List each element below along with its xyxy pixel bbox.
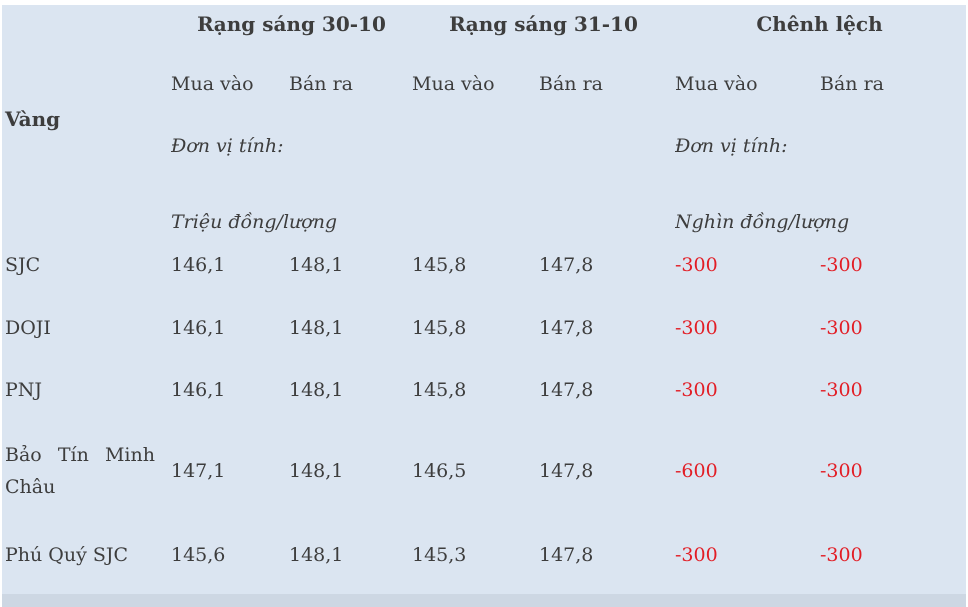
column-group-header-morning-31-10: Rạng sáng 31-10 (449, 12, 638, 36)
brand-name: PNJ (5, 379, 43, 401)
brand-name: SJC (5, 254, 41, 276)
buy-price-30-10: 147,1 (171, 460, 226, 482)
brand-name: Phú Quý SJC (5, 544, 129, 566)
buy-price-31-10: 146,5 (412, 460, 467, 482)
buy-price-30-10: 145,6 (171, 544, 226, 566)
unit-note-value-right: Nghìn đồng/lượng (675, 211, 850, 233)
change-buy: -300 (675, 544, 718, 566)
change-sell: -300 (820, 254, 863, 276)
next-row-divider-strip (2, 594, 966, 607)
change-sell: -300 (820, 379, 863, 401)
sell-price-30-10: 148,1 (289, 460, 344, 482)
change-buy: -600 (675, 460, 718, 482)
table-row: Bảo Tín Minh Châu 147,1 148,1 146,5 147,… (2, 421, 964, 521)
change-sell: -300 (820, 317, 863, 339)
sell-price-30-10: 148,1 (289, 379, 344, 401)
buy-price-31-10: 145,8 (412, 317, 467, 339)
buy-price-30-10: 146,1 (171, 379, 226, 401)
brand-name: Bảo Tín Minh Châu (5, 444, 155, 498)
gold-price-table: Vàng Rạng sáng 30-10 Rạng sáng 31-10 Chê… (2, 5, 964, 589)
subcolumn-header-buy: Mua vào (675, 73, 758, 95)
change-sell: -300 (820, 544, 863, 566)
column-group-header-difference: Chênh lệch (756, 12, 883, 36)
sell-price-31-10: 147,8 (539, 460, 594, 482)
gold-price-table-panel: Vàng Rạng sáng 30-10 Rạng sáng 31-10 Chê… (2, 5, 966, 607)
change-buy: -300 (675, 254, 718, 276)
buy-price-30-10: 146,1 (171, 317, 226, 339)
buy-price-30-10: 146,1 (171, 254, 226, 276)
sell-price-31-10: 147,8 (539, 544, 594, 566)
table-corner-label: Vàng (5, 107, 61, 131)
buy-price-31-10: 145,3 (412, 544, 467, 566)
subcolumn-header-buy: Mua vào (412, 73, 495, 95)
table-row: DOJI 146,1 148,1 145,8 147,8 -300 -300 (2, 297, 964, 359)
sell-price-31-10: 147,8 (539, 254, 594, 276)
table-row: PNJ 146,1 148,1 145,8 147,8 -300 -300 (2, 359, 964, 421)
buy-price-31-10: 145,8 (412, 254, 467, 276)
subcolumn-header-buy: Mua vào (171, 73, 254, 95)
unit-note-label-left: Đơn vị tính: (171, 135, 284, 157)
sell-price-31-10: 147,8 (539, 317, 594, 339)
sell-price-30-10: 148,1 (289, 544, 344, 566)
change-buy: -300 (675, 379, 718, 401)
unit-note-label-right: Đơn vị tính: (675, 135, 788, 157)
buy-price-31-10: 145,8 (412, 379, 467, 401)
table-row: Phú Quý SJC 145,6 148,1 145,3 147,8 -300… (2, 521, 964, 589)
sell-price-31-10: 147,8 (539, 379, 594, 401)
sell-price-30-10: 148,1 (289, 254, 344, 276)
unit-note-value-left: Triệu đồng/lượng (171, 211, 338, 233)
subcolumn-header-sell: Bán ra (539, 73, 603, 95)
change-sell: -300 (820, 460, 863, 482)
price-table-body: SJC 146,1 148,1 145,8 147,8 -300 -300 DO… (2, 233, 964, 589)
subcolumn-header-sell: Bán ra (289, 73, 353, 95)
column-group-header-morning-30-10: Rạng sáng 30-10 (197, 12, 386, 36)
table-row: SJC 146,1 148,1 145,8 147,8 -300 -300 (2, 233, 964, 297)
change-buy: -300 (675, 317, 718, 339)
brand-name: DOJI (5, 317, 51, 339)
sell-price-30-10: 148,1 (289, 317, 344, 339)
subcolumn-header-sell: Bán ra (820, 73, 884, 95)
